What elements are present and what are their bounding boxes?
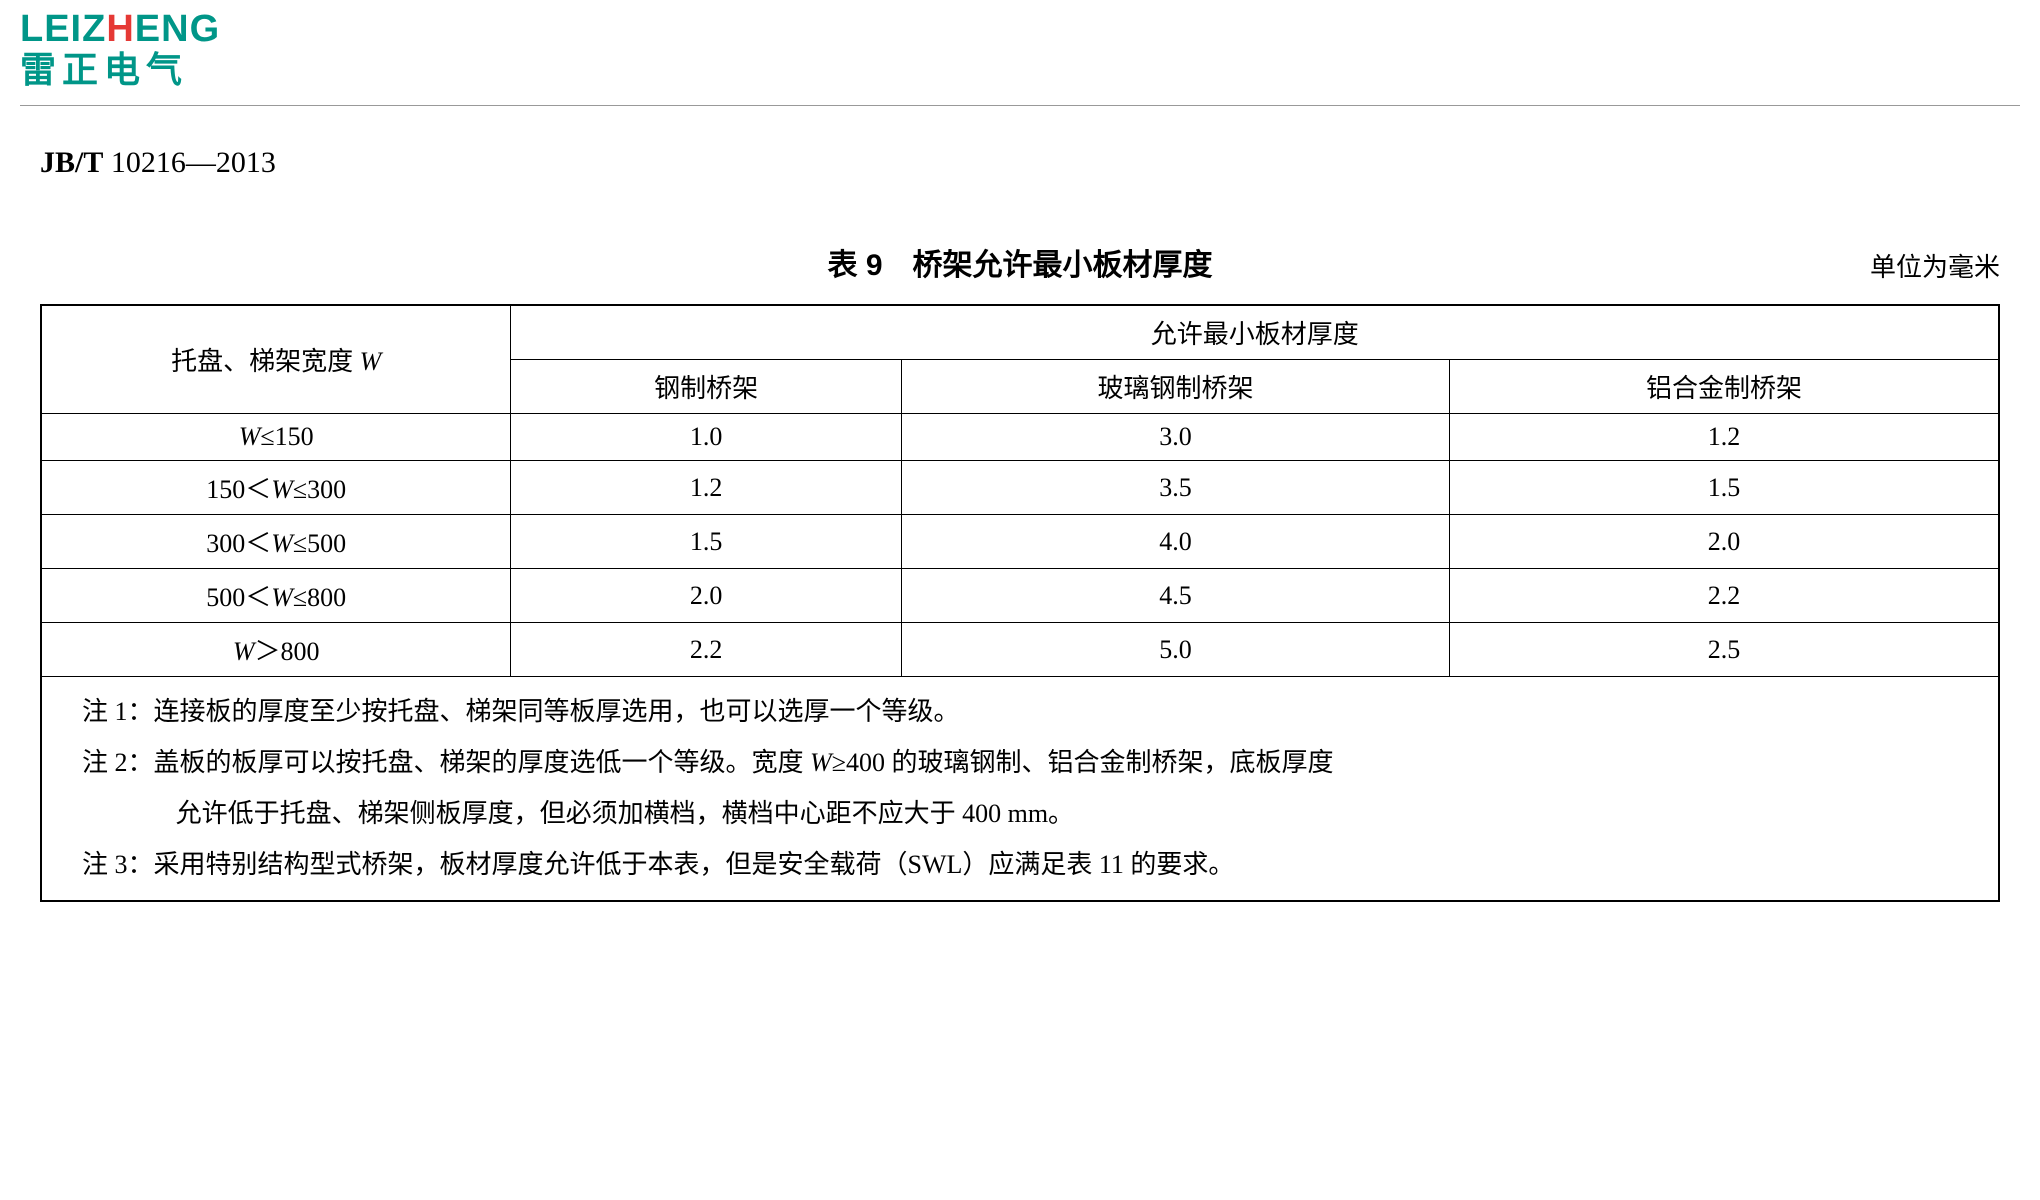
table-row: 500＜W≤8002.04.52.2 (41, 569, 1999, 623)
data-cell: 1.5 (511, 515, 902, 569)
width-cell: W＞800 (41, 623, 511, 677)
note-2-line-2: 允许低于托盘、梯架侧板厚度，但必须加横档，横档中心距不应大于 400 mm。 (82, 789, 1958, 840)
logo-chinese: 雷正电气 (20, 48, 2020, 91)
logo-en-post: ENG (135, 8, 220, 50)
table-body: W≤1501.03.01.2150＜W≤3001.23.51.5300＜W≤50… (41, 414, 1999, 677)
logo-en-mid: H (106, 8, 134, 50)
table-title-row: 表 9 桥架允许最小板材厚度 单位为毫米 (40, 240, 2000, 284)
table-header-row-1: 托盘、梯架宽度 W 允许最小板材厚度 (41, 305, 1999, 360)
thickness-table: 托盘、梯架宽度 W 允许最小板材厚度 钢制桥架 玻璃钢制桥架 铝合金制桥架 W≤… (40, 304, 2000, 902)
logo-english: LEIZHENG (20, 10, 2020, 48)
data-cell: 4.5 (901, 569, 1449, 623)
data-cell: 3.0 (901, 414, 1449, 461)
table-notes-body: 注 1：连接板的厚度至少按托盘、梯架同等板厚选用，也可以选厚一个等级。 注 2：… (41, 677, 1999, 902)
data-cell: 2.5 (1449, 623, 1999, 677)
data-cell: 2.2 (1449, 569, 1999, 623)
notes-row: 注 1：连接板的厚度至少按托盘、梯架同等板厚选用，也可以选厚一个等级。 注 2：… (41, 677, 1999, 902)
header-divider (20, 105, 2020, 106)
note-2b: ≥400 的玻璃钢制、铝合金制桥架，底板厚度 (832, 748, 1334, 777)
logo-en-pre: LEIZ (20, 8, 106, 50)
table-header: 托盘、梯架宽度 W 允许最小板材厚度 钢制桥架 玻璃钢制桥架 铝合金制桥架 (41, 305, 1999, 414)
data-cell: 2.0 (1449, 515, 1999, 569)
data-cell: 1.5 (1449, 461, 1999, 515)
data-cell: 2.0 (511, 569, 902, 623)
sub-header-frp: 玻璃钢制桥架 (901, 360, 1449, 414)
sub-header-aluminum: 铝合金制桥架 (1449, 360, 1999, 414)
data-cell: 1.2 (511, 461, 902, 515)
width-cell: 300＜W≤500 (41, 515, 511, 569)
header-width-var: W (360, 347, 382, 376)
data-cell: 1.2 (1449, 414, 1999, 461)
header-width-col: 托盘、梯架宽度 W (41, 305, 511, 414)
standard-code: JB/T 10216—2013 (40, 146, 2000, 180)
note-2-var: W (810, 748, 832, 777)
data-cell: 2.2 (511, 623, 902, 677)
sub-header-steel: 钢制桥架 (511, 360, 902, 414)
width-cell: 500＜W≤800 (41, 569, 511, 623)
note-2-line-1: 注 2：盖板的板厚可以按托盘、梯架的厚度选低一个等级。宽度 W≥400 的玻璃钢… (82, 738, 1958, 789)
header-group: 允许最小板材厚度 (511, 305, 1999, 360)
width-cell: W≤150 (41, 414, 511, 461)
data-cell: 1.0 (511, 414, 902, 461)
note-1: 注 1：连接板的厚度至少按托盘、梯架同等板厚选用，也可以选厚一个等级。 (82, 687, 1958, 738)
table-row: W＞8002.25.02.5 (41, 623, 1999, 677)
table-row: 300＜W≤5001.54.02.0 (41, 515, 1999, 569)
header-width-label: 托盘、梯架宽度 (171, 347, 360, 376)
table-row: W≤1501.03.01.2 (41, 414, 1999, 461)
width-cell: 150＜W≤300 (41, 461, 511, 515)
standard-prefix: JB/T (40, 146, 103, 179)
note-2a: 注 2：盖板的板厚可以按托盘、梯架的厚度选低一个等级。宽度 (82, 748, 810, 777)
standard-number: 10216—2013 (111, 146, 276, 179)
data-cell: 3.5 (901, 461, 1449, 515)
document-content: JB/T 10216—2013 表 9 桥架允许最小板材厚度 单位为毫米 托盘、… (20, 146, 2020, 902)
note-3: 注 3：采用特别结构型式桥架，板材厚度允许低于本表，但是安全载荷（SWL）应满足… (82, 840, 1958, 891)
notes-cell: 注 1：连接板的厚度至少按托盘、梯架同等板厚选用，也可以选厚一个等级。 注 2：… (41, 677, 1999, 902)
table-row: 150＜W≤3001.23.51.5 (41, 461, 1999, 515)
data-cell: 5.0 (901, 623, 1449, 677)
logo-area: LEIZHENG 雷正电气 (20, 10, 2020, 101)
data-cell: 4.0 (901, 515, 1449, 569)
table-unit: 单位为毫米 (1870, 247, 2000, 284)
table-title: 表 9 桥架允许最小板材厚度 (827, 240, 1212, 284)
